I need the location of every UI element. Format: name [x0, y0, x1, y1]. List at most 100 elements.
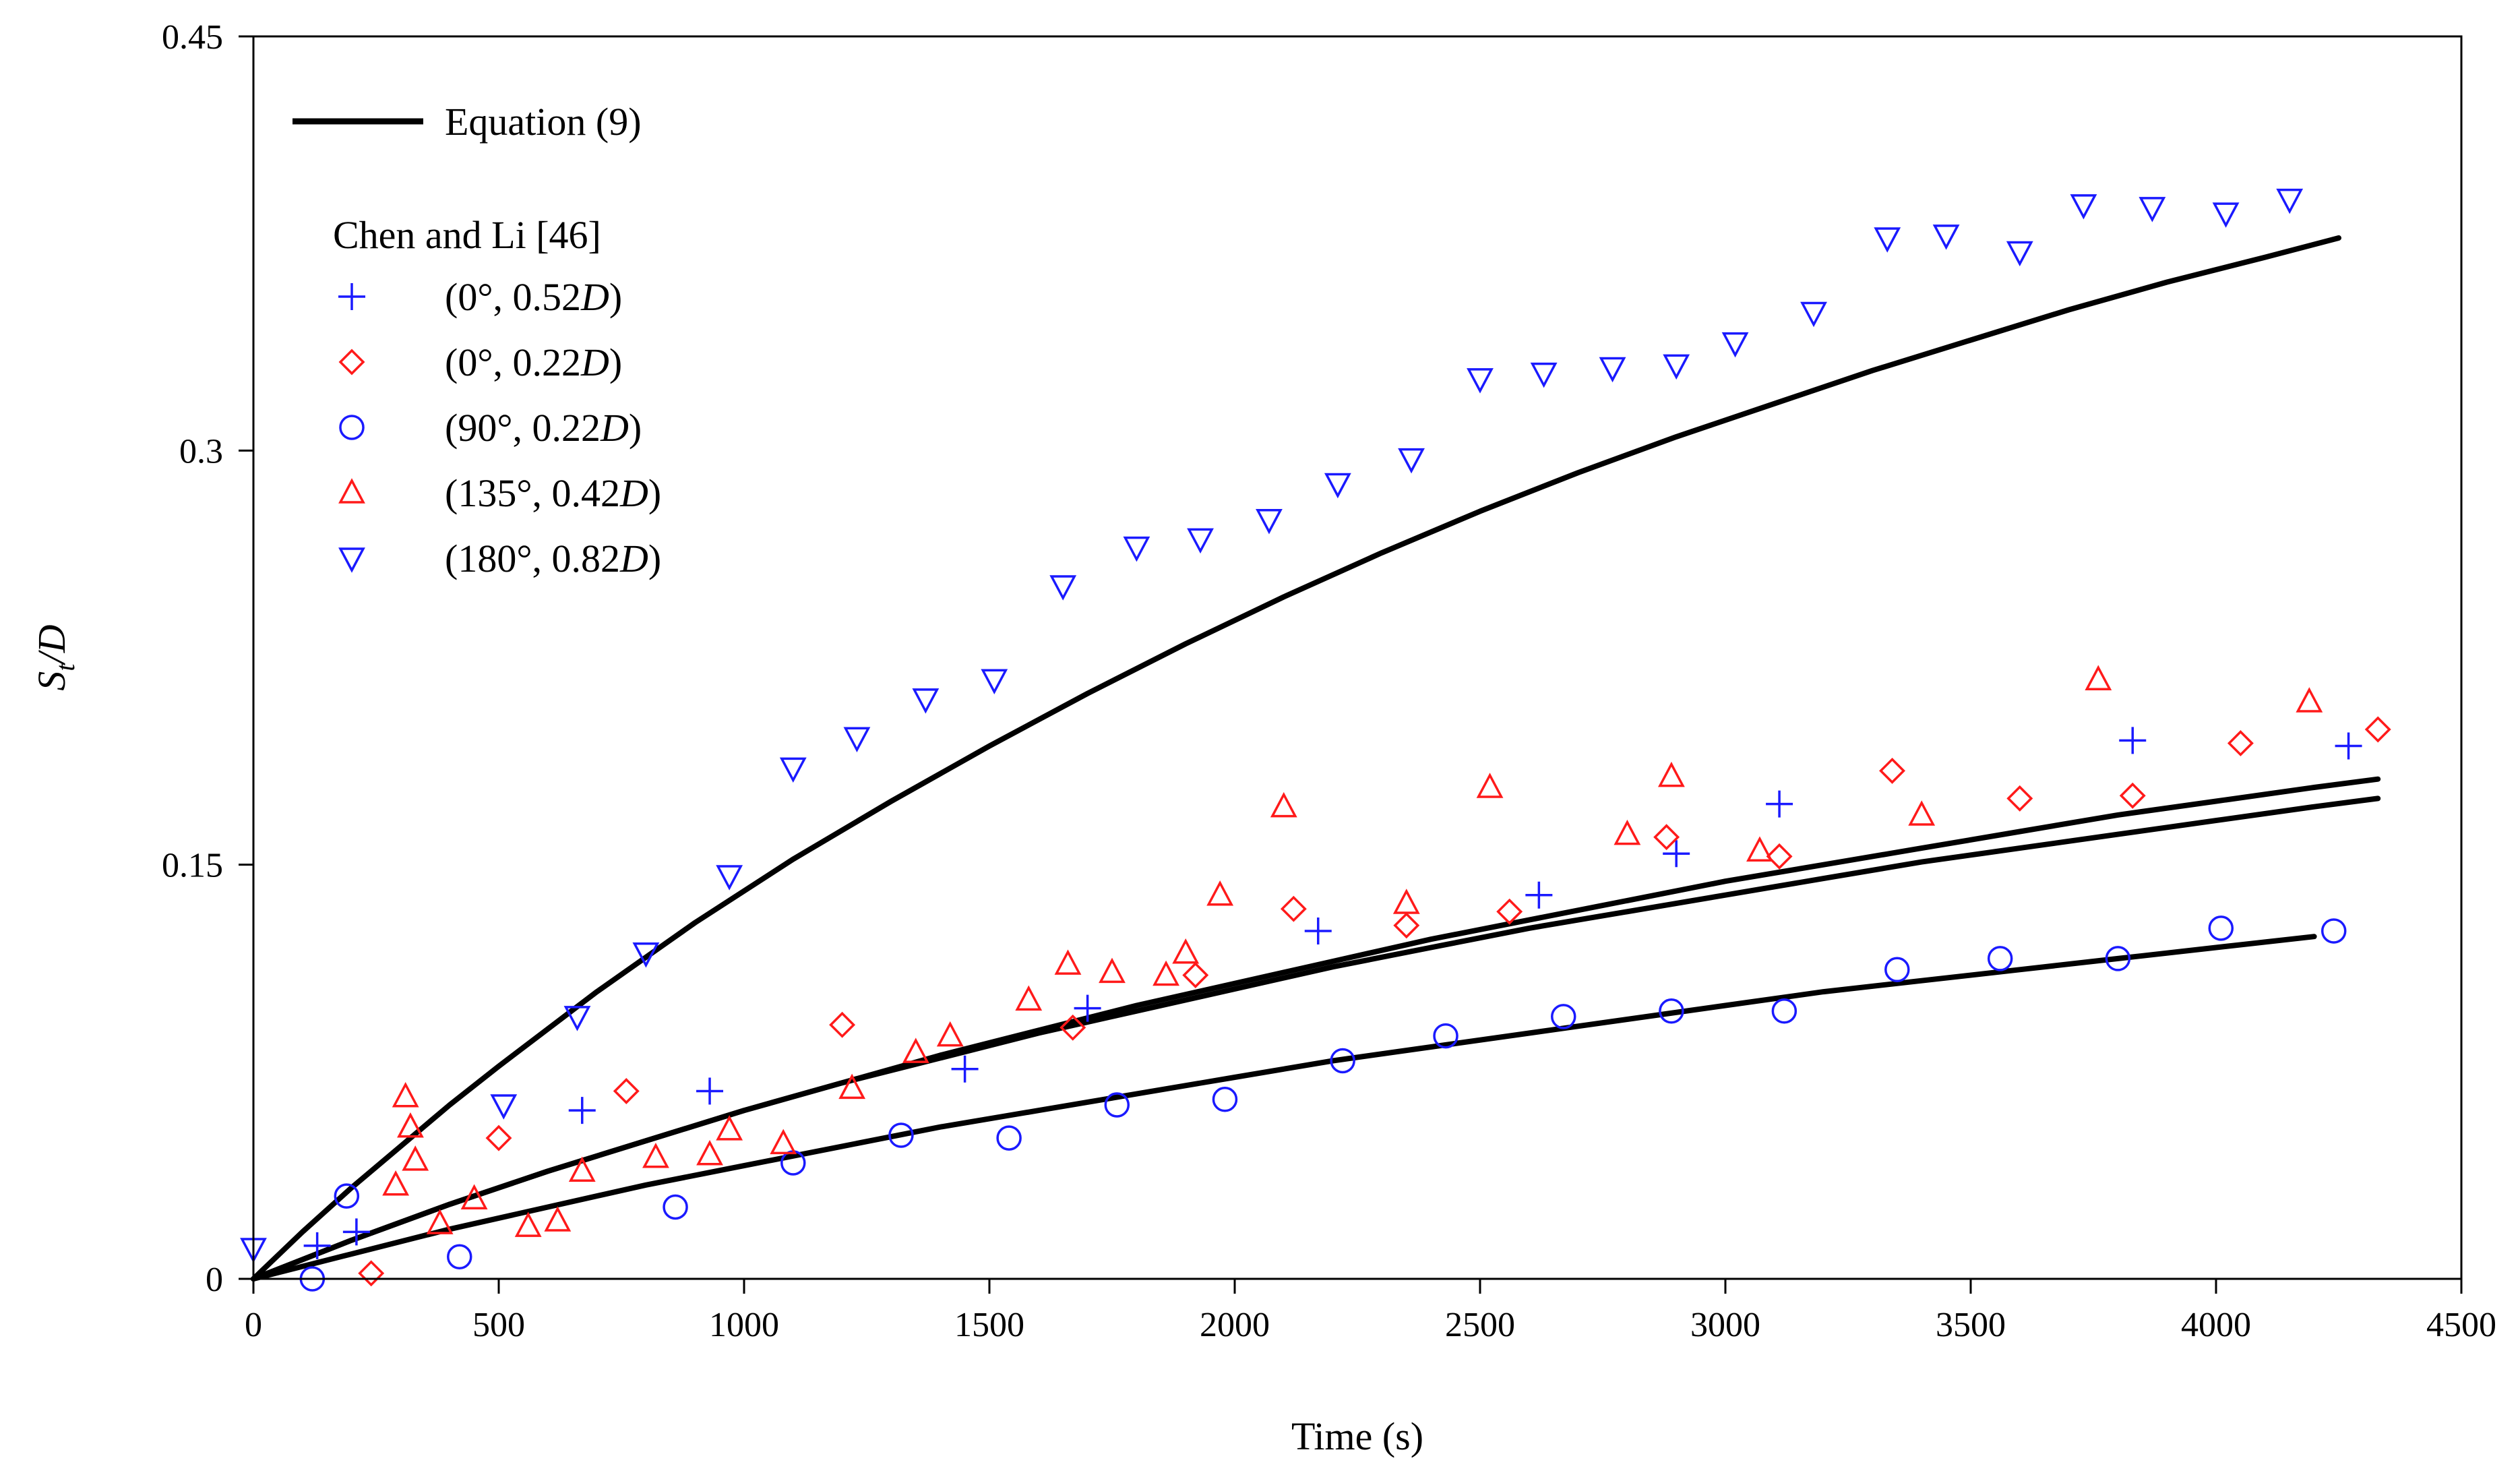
data-point: [1530, 362, 1558, 388]
data-point: [1393, 912, 1420, 939]
data-point: [2364, 716, 2391, 743]
data-point: [2006, 785, 2033, 812]
legend-entry-italic: D: [580, 340, 609, 384]
x-tick-label: 3500: [1936, 1306, 2006, 1344]
data-point: [2227, 729, 2254, 756]
data-point: [1908, 800, 1936, 826]
data-point: [382, 1170, 410, 1196]
y-tick-label: 0.45: [162, 18, 223, 57]
data-point: [2119, 727, 2147, 754]
series-diamond: [358, 716, 2391, 1287]
legend-entry-text: (90°, 0.22: [445, 406, 601, 450]
legend-entry-italic: D: [580, 275, 609, 319]
data-point: [716, 865, 743, 891]
data-point: [485, 1124, 512, 1151]
data-point: [1304, 917, 1332, 944]
y-tick-label: 0: [206, 1261, 223, 1299]
data-point: [426, 1209, 454, 1234]
data-point: [981, 669, 1008, 694]
y-axis-label-main: S: [30, 671, 73, 691]
data-point: [1476, 773, 1504, 798]
data-point: [1015, 985, 1043, 1011]
data-point: [568, 1097, 596, 1124]
data-point: [1099, 957, 1126, 984]
data-point: [334, 1183, 360, 1209]
equation-curve: [251, 795, 2381, 1282]
data-point: [2105, 946, 2131, 971]
data-point: [1433, 1023, 1458, 1049]
y-tick-label: 0.3: [179, 432, 223, 471]
data-point: [1800, 301, 1827, 328]
data-point: [2139, 197, 2166, 222]
data-point: [1663, 840, 1690, 868]
data-point: [1187, 528, 1214, 554]
legend-marker: [338, 547, 365, 573]
data-point: [1746, 836, 1773, 862]
data-point: [563, 1006, 591, 1031]
y-axis-label-subscript: t: [50, 663, 80, 671]
data-point: [514, 1211, 542, 1237]
data-point: [888, 1122, 914, 1148]
data-point: [632, 942, 660, 968]
legend-entry-italic: D: [619, 471, 648, 515]
series-triangle-down: [240, 188, 2304, 1263]
legend-marker: [338, 349, 365, 375]
data-point: [1658, 761, 1685, 787]
data-point: [1771, 998, 1797, 1024]
series-triangle-up: [382, 665, 2323, 1237]
x-tick-label: 4500: [2426, 1306, 2496, 1344]
data-point: [2208, 915, 2234, 941]
legend-entry-label: (180°, 0.82D): [445, 537, 661, 580]
data-markers: [240, 188, 2391, 1292]
data-point: [1104, 1092, 1130, 1118]
data-point: [544, 1206, 572, 1232]
legend-entry-text: (135°, 0.42: [445, 471, 620, 515]
y-tick-label: 0.15: [162, 847, 223, 885]
legend-marker: [338, 283, 365, 310]
data-point: [1059, 1014, 1086, 1041]
data-point: [663, 1194, 688, 1220]
legend-entry-italic: D: [600, 406, 629, 450]
series-plus: [303, 727, 2362, 1259]
data-point: [1663, 354, 1690, 380]
data-point: [1766, 790, 1793, 818]
data-point: [613, 1078, 640, 1104]
data-point: [1659, 998, 1684, 1024]
fit-curves: [251, 235, 2381, 1282]
data-point: [1987, 946, 2013, 971]
x-tick-label: 0: [245, 1306, 262, 1344]
legend-entry-close: ): [648, 537, 661, 580]
legend-marker: [339, 415, 365, 440]
data-point: [1123, 536, 1150, 562]
legend-entry-close: ): [609, 275, 622, 319]
legend-entry-text: (0°, 0.52: [445, 275, 581, 319]
data-point: [1206, 880, 1234, 906]
data-point: [2085, 665, 2112, 691]
data-point: [2119, 782, 2146, 809]
data-point: [716, 1115, 743, 1141]
x-tick-label: 1500: [954, 1306, 1024, 1344]
equation-curve: [251, 934, 2317, 1282]
legend-entry-label: (90°, 0.22D): [445, 406, 642, 450]
legend-entry-label: (135°, 0.42D): [445, 471, 661, 515]
data-point: [490, 1094, 518, 1120]
y-axis: 0 0.15 0.3 0.45: [162, 18, 253, 1299]
legend-entry-close: ): [629, 406, 642, 450]
data-point: [1721, 332, 1749, 358]
data-point: [397, 1112, 424, 1138]
data-point: [447, 1244, 472, 1269]
data-point: [1074, 994, 1101, 1022]
data-point: [1270, 791, 1297, 818]
data-point: [2296, 687, 2323, 713]
data-point: [1496, 898, 1523, 925]
series-circle: [299, 915, 2347, 1292]
data-point: [342, 1218, 370, 1246]
data-point: [2212, 202, 2240, 228]
data-point: [358, 1260, 385, 1287]
data-point: [1467, 368, 1494, 394]
data-point: [1324, 473, 1351, 499]
legend-title: Chen and Li [46]: [333, 213, 601, 257]
data-point: [936, 1021, 964, 1047]
data-point: [2070, 194, 2097, 220]
